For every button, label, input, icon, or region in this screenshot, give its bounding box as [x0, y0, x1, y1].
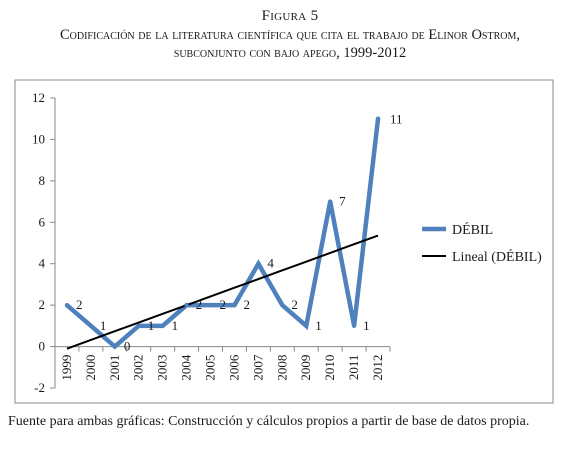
data-label: 1 — [172, 318, 179, 333]
y-tick-label: -2 — [34, 380, 45, 395]
data-point — [160, 323, 165, 329]
x-axis-ticks: 1999 2000 2001 2002 2003 2004 2005 2006 2007 2008… — [54, 346, 391, 381]
series-layer — [64, 116, 381, 350]
data-label: 0 — [124, 339, 131, 354]
x-tick-label: 2005 — [203, 355, 218, 381]
data-point — [304, 323, 309, 329]
x-tick-label: 2000 — [83, 355, 98, 381]
data-label: 2 — [220, 297, 227, 312]
figure-title-line-2: subconjunto con bajo apego, 1999-2012 — [173, 45, 407, 61]
data-label: 7 — [339, 194, 346, 209]
x-tick-label: 2002 — [131, 355, 146, 381]
x-tick-label: 2010 — [322, 355, 337, 381]
x-tick-label: 2006 — [226, 354, 241, 381]
data-label: 1 — [100, 318, 107, 333]
figure-title: Codificación de la literatura científica… — [0, 26, 580, 62]
y-axis-ticks: -2 0 2 4 6 8 10 12 — [32, 90, 55, 395]
y-tick-label: 2 — [39, 297, 46, 312]
x-tick-label: 2001 — [107, 355, 122, 381]
y-tick-label: 0 — [39, 339, 46, 354]
data-label: 2 — [196, 297, 203, 312]
y-tick-label: 8 — [39, 173, 46, 188]
legend-label-trend: Lineal (DÉBIL) — [452, 248, 542, 265]
x-tick-label: 1999 — [59, 355, 74, 381]
x-tick-label: 2007 — [250, 354, 265, 381]
x-tick-label: 2004 — [179, 354, 194, 381]
x-tick-label: 2009 — [298, 355, 313, 381]
figure-label: Figura 5 — [261, 8, 319, 24]
y-tick-label: 12 — [32, 90, 45, 105]
source-note: Fuente para ambas gráficas: Construcción… — [8, 414, 530, 429]
x-tick-label: 2011 — [346, 355, 361, 381]
data-label: 1 — [363, 318, 370, 333]
data-point — [280, 302, 285, 308]
legend: DÉBIL Lineal (DÉBIL) — [422, 221, 542, 265]
y-tick-label: 6 — [39, 214, 46, 229]
data-label: 1 — [148, 318, 155, 333]
legend-label-debil: DÉBIL — [452, 221, 493, 238]
x-tick-label: 2008 — [274, 355, 289, 381]
data-label: 4 — [267, 256, 274, 271]
x-tick-label: 2012 — [370, 355, 385, 381]
data-point — [64, 302, 70, 308]
figure-title-line-1: Codificación de la literatura científica… — [59, 27, 520, 43]
x-tick-label: 2003 — [155, 355, 170, 381]
y-tick-label: 4 — [39, 256, 46, 271]
data-label: 2 — [291, 297, 298, 312]
data-point — [88, 323, 94, 329]
series-line-debil — [65, 118, 381, 350]
data-point — [184, 302, 189, 308]
chart-frame — [14, 79, 554, 404]
data-point — [375, 116, 381, 121]
data-point — [256, 261, 261, 266]
data-point — [232, 302, 237, 308]
data-point — [112, 344, 118, 349]
data-label: 2 — [243, 297, 250, 312]
data-label: 1 — [315, 318, 322, 333]
data-point — [136, 323, 141, 329]
y-tick-label: 10 — [32, 131, 45, 146]
data-point — [208, 302, 213, 308]
data-point — [351, 323, 357, 329]
trendline-lineal-debil — [66, 234, 379, 350]
data-point — [327, 199, 333, 204]
data-label: 2 — [76, 297, 83, 312]
data-label: 11 — [390, 112, 403, 127]
